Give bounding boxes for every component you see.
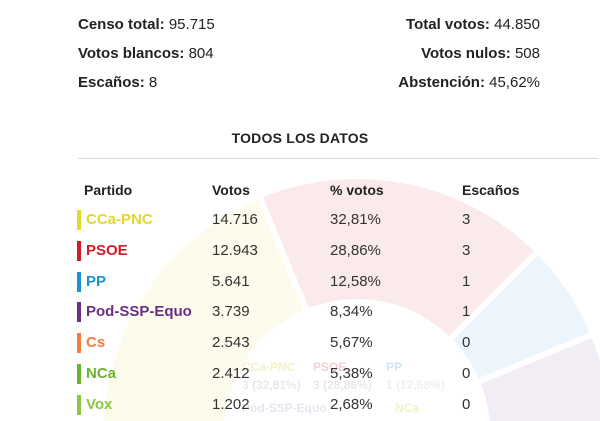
seats-label: Escaños:: [78, 74, 145, 91]
total-votes-label: Total votos:: [406, 16, 490, 33]
percent-cell: 5,38%: [330, 365, 373, 382]
null-votes-value: 508: [514, 45, 540, 62]
table-row: PSOE 12.943 28,86% 3: [0, 240, 600, 262]
legend-ghost-value: 3 (32,81%): [242, 378, 301, 392]
table-row: Cs 2.543 5,67% 0: [0, 332, 600, 354]
seats-value: 8: [148, 74, 158, 91]
party-name: Cs: [86, 334, 106, 351]
votes-cell: 2.543: [212, 334, 250, 351]
section-title: TODOS LOS DATOS: [231, 130, 369, 146]
votes-cell: 3.739: [212, 303, 250, 320]
table-row: Vox 1.202 2,68% 0: [0, 394, 600, 416]
seats-cell: 0: [462, 365, 471, 382]
party-color-bar: [77, 272, 81, 292]
percent-cell: 12,58%: [330, 273, 381, 290]
blank-votes-label: Votos blancos:: [78, 45, 185, 62]
census-total-value: 95.715: [168, 16, 215, 33]
column-header-votes: Votos: [212, 182, 250, 198]
percent-cell: 8,34%: [330, 303, 373, 320]
legend-ghost-label: CCa-PNC: [242, 360, 296, 374]
party-color-bar: [77, 395, 81, 415]
votes-cell: 5.641: [212, 273, 250, 290]
blank-votes-value: 804: [188, 45, 214, 62]
column-header-seats: Escaños: [462, 182, 520, 198]
legend-ghost-label: PSOE: [313, 360, 347, 374]
percent-cell: 2,68%: [330, 396, 373, 413]
legend-ghost-label: Pod-SSP-Equo: [242, 401, 327, 415]
abstention-stat: Abstención: 45,62%: [398, 74, 540, 92]
seats-cell: 0: [462, 396, 471, 413]
party-color-bar: [77, 302, 81, 322]
party-name: Vox: [86, 396, 113, 413]
section-divider: [78, 158, 598, 159]
total-votes-value: 44.850: [494, 16, 540, 33]
blank-votes-stat: Votos blancos: 804: [78, 45, 214, 63]
percent-cell: 28,86%: [330, 242, 381, 259]
votes-cell: 12.943: [212, 242, 258, 259]
party-color-bar: [77, 333, 81, 353]
null-votes-stat: Votos nulos: 508: [421, 45, 540, 63]
table-row: NCa 2.412 5,38% 0: [0, 363, 600, 385]
seats-cell: 1: [462, 303, 471, 320]
null-votes-label: Votos nulos:: [421, 45, 511, 62]
legend-ghost-label: PP: [386, 360, 403, 374]
seats-cell: 0: [462, 334, 471, 351]
party-name: PSOE: [86, 242, 128, 259]
seats-stat: Escaños: 8: [78, 74, 157, 92]
column-header-party: Partido: [84, 182, 133, 198]
table-row: Pod-SSP-Equo 3.739 8,34% 1: [0, 301, 600, 323]
party-name: PP: [86, 273, 107, 290]
votes-cell: 14.716: [212, 211, 258, 228]
votes-cell: 2.412: [212, 365, 250, 382]
percent-cell: 32,81%: [330, 211, 381, 228]
table-row: CCa-PNC 14.716 32,81% 3: [0, 209, 600, 231]
total-votes-stat: Total votos: 44.850: [406, 16, 540, 34]
legend-ghost-label: NCa: [395, 401, 420, 415]
party-color-bar: [77, 241, 81, 261]
seats-cell: 3: [462, 242, 471, 259]
party-color-bar: [77, 364, 81, 384]
legend-ghost-value: 3 (28,86%): [313, 378, 372, 392]
table-row: PP 5.641 12,58% 1: [0, 271, 600, 293]
seats-cell: 3: [462, 211, 471, 228]
abstention-value: 45,62%: [489, 74, 540, 91]
column-header-percent: % votos: [330, 182, 384, 198]
party-name: NCa: [86, 365, 117, 382]
seats-cell: 1: [462, 273, 471, 290]
votes-cell: 1.202: [212, 396, 250, 413]
party-name: Pod-SSP-Equo: [86, 303, 192, 320]
census-total-label: Censo total:: [78, 16, 165, 33]
party-color-bar: [77, 210, 81, 230]
census-total-stat: Censo total: 95.715: [78, 16, 215, 34]
party-name: CCa-PNC: [86, 211, 153, 228]
percent-cell: 5,67%: [330, 334, 373, 351]
legend-ghost-value: 1 (12,58%): [386, 378, 445, 392]
abstention-label: Abstención:: [398, 74, 485, 91]
